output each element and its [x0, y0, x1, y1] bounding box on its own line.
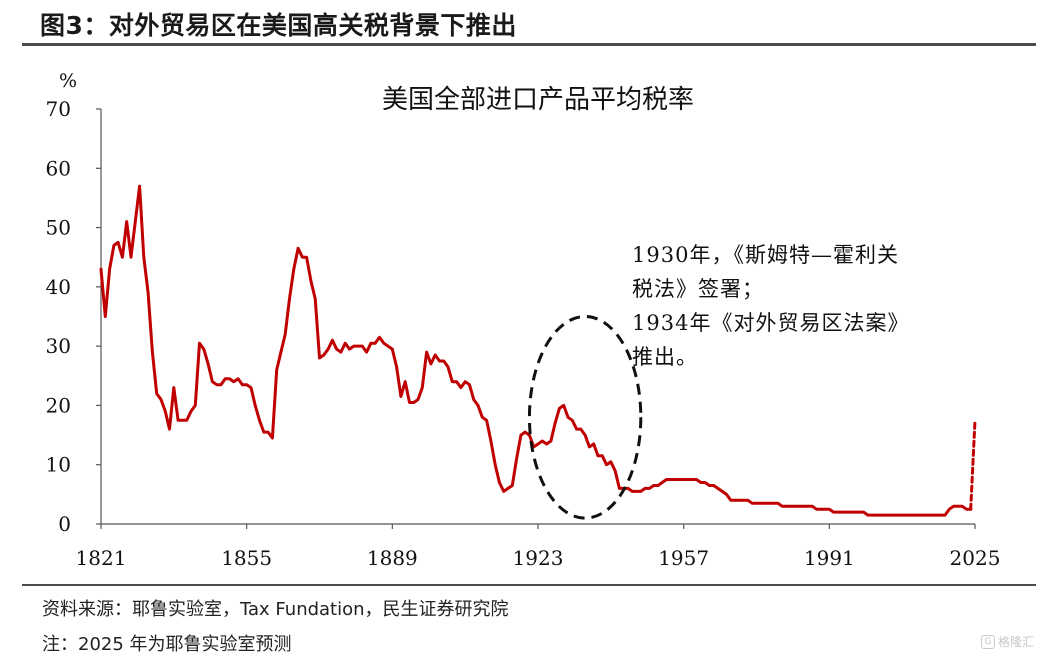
source-note: 资料来源：耶鲁实验室，Tax Fundation，民生证券研究院 [42, 599, 509, 620]
title-rule [22, 43, 1036, 46]
y-tick-label: 40 [46, 275, 71, 299]
chart-title: 美国全部进口产品平均税率 [382, 85, 694, 115]
watermark: G 格隆汇 [980, 633, 1034, 650]
x-tick-label: 1855 [221, 546, 272, 570]
annotation-text-line: 税法》签署； [632, 277, 764, 301]
watermark-logo-icon: G [980, 634, 995, 649]
annotation-text-line: 1934年《对外贸易区法案》 [632, 311, 909, 335]
chart-canvas: 0 10 20 30 40 50 60 70 1821 1855 1889 1923 1957 1991 2… [46, 70, 1001, 570]
x-tick-label: 1923 [513, 546, 564, 570]
axes: 0 10 20 30 40 50 60 70 1821 1855 1889 1923 1957 1991 2… [46, 97, 1001, 570]
y-tick-label: 50 [46, 216, 71, 240]
footer-rule [22, 584, 1036, 586]
annotation-text-line: 推出。 [632, 345, 698, 369]
x-tick-label: 2025 [950, 546, 1001, 570]
forecast-note: 注：2025 年为耶鲁实验室预测 [42, 634, 292, 655]
y-tick-label: 0 [58, 512, 71, 536]
y-tick-label: 30 [46, 334, 71, 358]
x-tick-label: 1991 [804, 546, 855, 570]
tariff-series-line [99, 184, 973, 517]
y-tick-label: 70 [46, 97, 71, 121]
series-layer [99, 184, 977, 517]
y-tick-label: 20 [46, 393, 71, 417]
highlight-ellipse [527, 315, 643, 520]
watermark-text: 格隆汇 [997, 635, 1034, 649]
x-tick-label: 1889 [367, 546, 418, 570]
y-tick-label: 10 [46, 453, 71, 477]
annotation-text-line: 1930年，《斯姆特—霍利关 [632, 243, 899, 267]
x-tick-label: 1821 [76, 546, 127, 570]
forecast-series-line [969, 418, 977, 511]
x-tick-label: 1957 [658, 546, 709, 570]
figure-title: 图3：对外贸易区在美国高关税背景下推出 [40, 11, 517, 40]
y-tick-label: 60 [46, 156, 71, 180]
y-axis-unit-label: % [59, 70, 77, 92]
